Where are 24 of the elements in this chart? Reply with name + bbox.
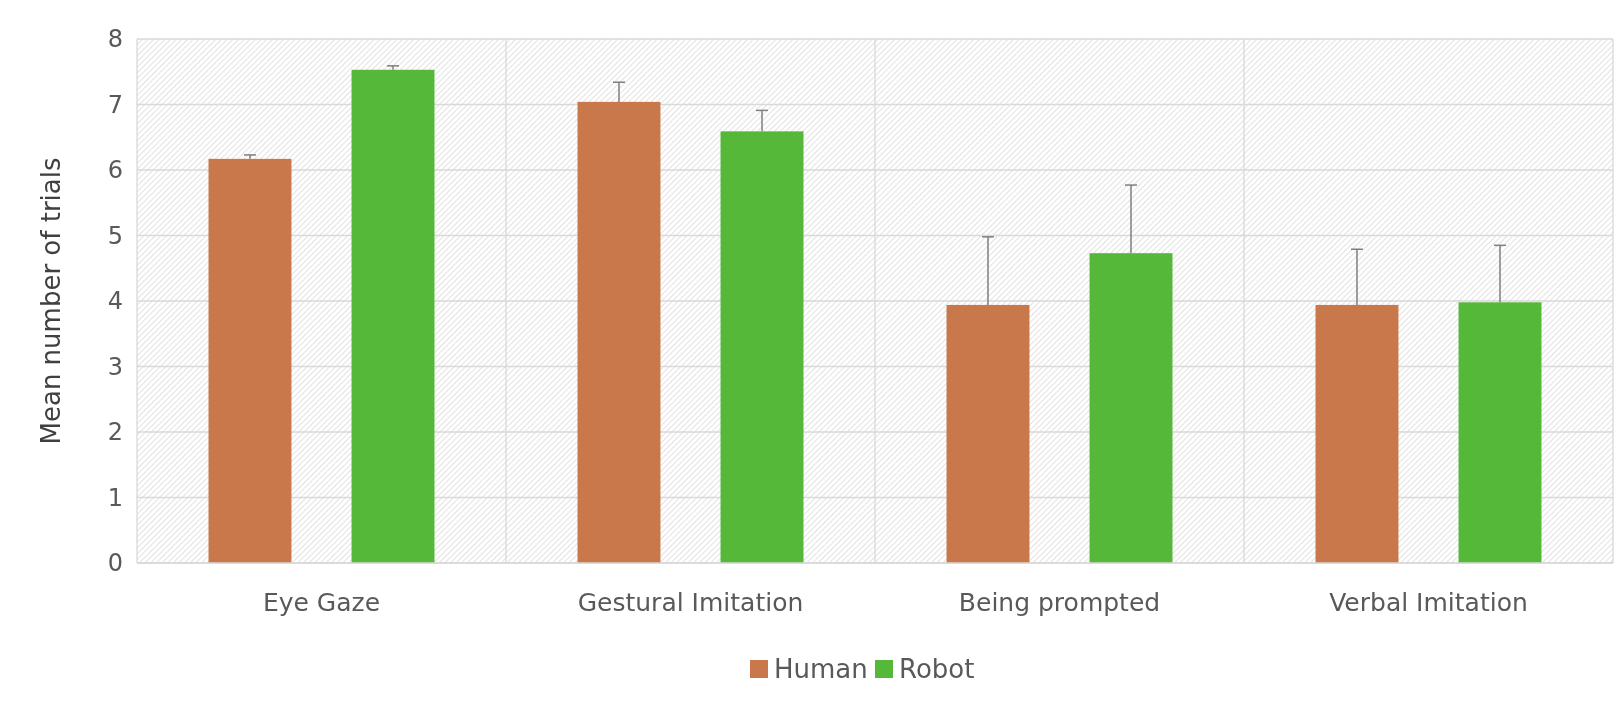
bar: [720, 131, 804, 563]
bar: [1315, 304, 1399, 563]
x-tick-label: Gestural Imitation: [577, 588, 804, 617]
y-tick-label: 1: [107, 483, 123, 512]
bar: [1458, 302, 1542, 563]
bar: [351, 69, 435, 563]
legend-label: Human: [774, 654, 868, 685]
y-axis-title: Mean number of trials: [36, 157, 66, 445]
y-tick-label: 0: [107, 549, 123, 578]
bar: [208, 158, 292, 563]
bar: [577, 101, 661, 563]
y-tick-label: 4: [107, 287, 123, 316]
x-tick-label: Verbal Imitation: [1329, 588, 1528, 617]
y-tick-label: 5: [107, 221, 123, 250]
bar: [946, 304, 1030, 563]
y-tick-label: 6: [107, 156, 123, 185]
x-tick-label: Eye Gaze: [262, 588, 381, 617]
y-tick-label: 3: [107, 352, 123, 381]
legend-label: Robot: [899, 654, 975, 685]
y-tick-label: 7: [107, 90, 123, 119]
y-tick-label: 2: [107, 418, 123, 447]
y-tick-label: 8: [107, 25, 123, 54]
x-tick-label: Being prompted: [958, 588, 1161, 617]
bar: [1089, 253, 1173, 563]
